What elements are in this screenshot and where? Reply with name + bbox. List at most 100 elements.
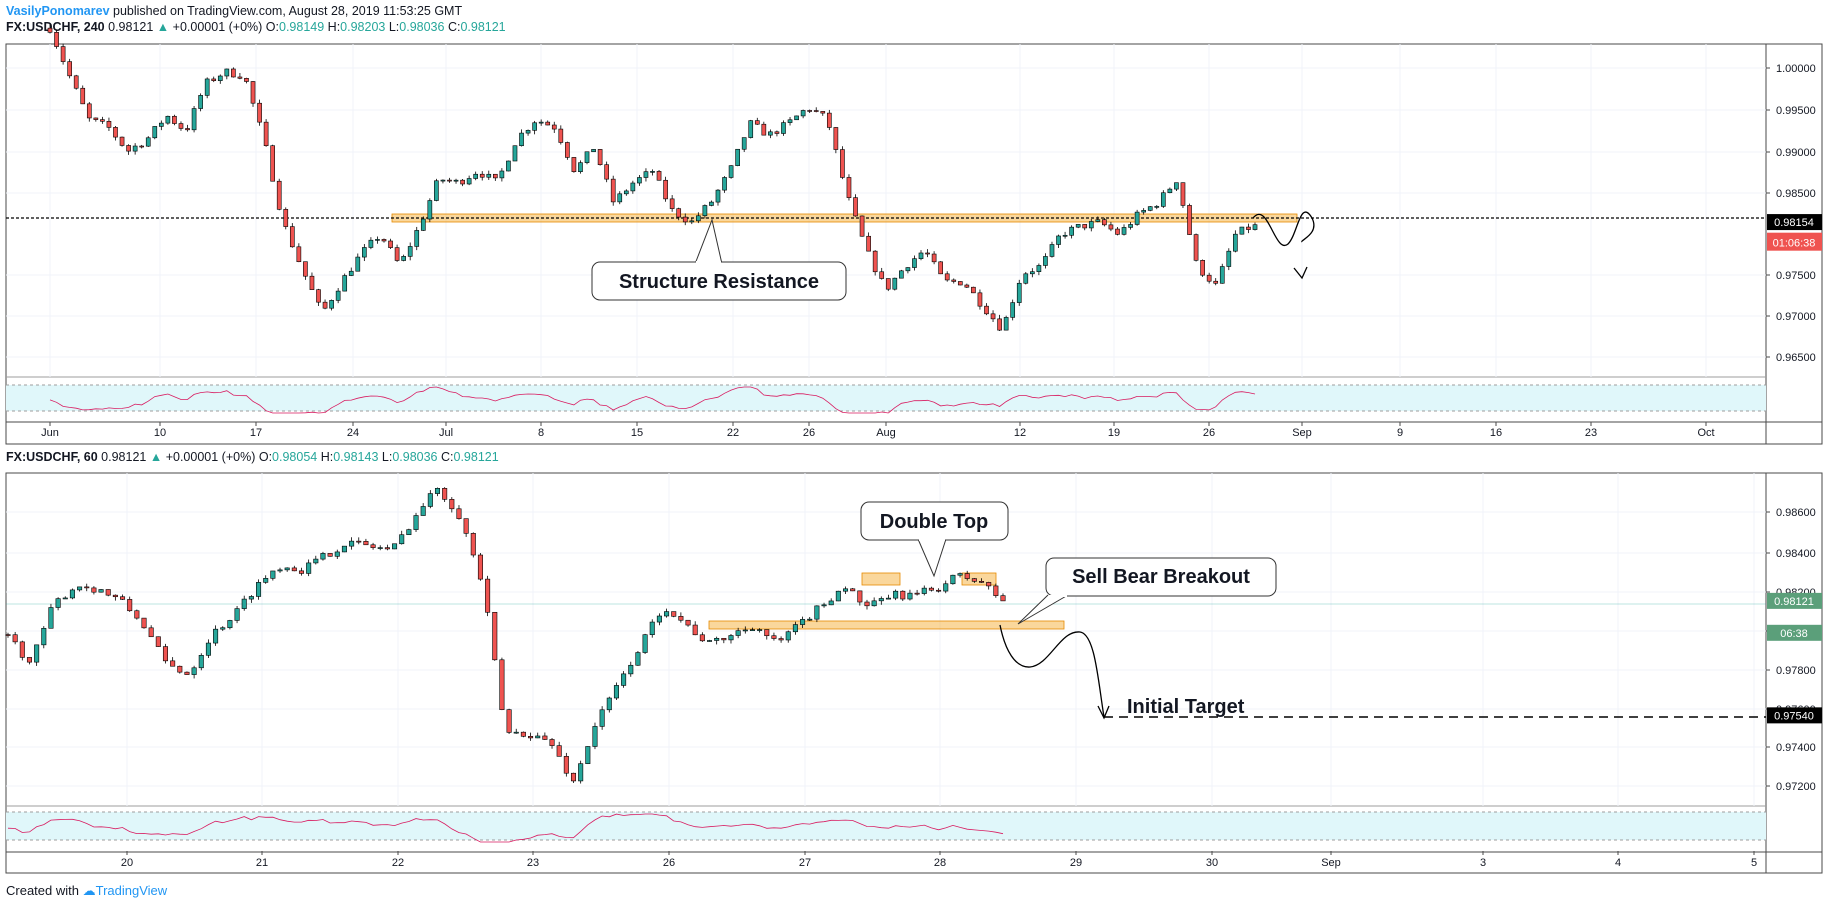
candle[interactable]	[538, 119, 544, 126]
candle[interactable]	[55, 597, 61, 611]
candle[interactable]	[656, 169, 662, 181]
candle[interactable]	[878, 596, 884, 605]
candle[interactable]	[145, 136, 151, 147]
candle[interactable]	[198, 93, 203, 112]
candle[interactable]	[617, 191, 623, 205]
candle[interactable]	[706, 639, 713, 642]
candle[interactable]	[155, 636, 161, 648]
candle[interactable]	[1206, 272, 1212, 284]
candle[interactable]	[388, 238, 393, 250]
candle[interactable]	[1010, 299, 1016, 321]
candle[interactable]	[184, 671, 190, 675]
candle[interactable]	[463, 518, 469, 537]
candle[interactable]	[84, 583, 90, 592]
candle[interactable]	[807, 109, 813, 114]
candle[interactable]	[198, 653, 204, 671]
candle[interactable]	[250, 80, 256, 107]
candle[interactable]	[628, 661, 634, 677]
candle[interactable]	[407, 242, 413, 261]
candle[interactable]	[1003, 315, 1009, 331]
candle[interactable]	[800, 109, 806, 119]
candle[interactable]	[105, 589, 111, 597]
candle[interactable]	[549, 738, 555, 749]
candle[interactable]	[479, 171, 485, 181]
candle[interactable]	[241, 595, 247, 611]
candle[interactable]	[558, 125, 564, 145]
candle[interactable]	[1062, 231, 1068, 239]
candle[interactable]	[592, 722, 598, 750]
candle[interactable]	[485, 575, 491, 617]
candle[interactable]	[355, 253, 361, 272]
breakout-zone[interactable]	[708, 620, 1065, 630]
candle[interactable]	[442, 487, 448, 502]
candle[interactable]	[363, 538, 369, 546]
candle[interactable]	[348, 267, 354, 277]
candle[interactable]	[571, 157, 577, 173]
candle[interactable]	[696, 212, 701, 224]
candle[interactable]	[785, 630, 791, 643]
candle[interactable]	[486, 170, 492, 180]
candle[interactable]	[234, 606, 240, 624]
candle[interactable]	[885, 278, 891, 292]
candle[interactable]	[1200, 259, 1205, 277]
candle[interactable]	[134, 609, 140, 620]
candle[interactable]	[26, 657, 32, 665]
candle[interactable]	[853, 194, 858, 217]
candle[interactable]	[928, 586, 934, 592]
candle[interactable]	[5, 632, 11, 638]
candle[interactable]	[113, 126, 118, 141]
candle[interactable]	[570, 772, 577, 783]
candle[interactable]	[303, 261, 308, 280]
candle[interactable]	[814, 605, 820, 623]
candle[interactable]	[520, 731, 526, 738]
candle[interactable]	[178, 121, 184, 131]
candle[interactable]	[289, 223, 295, 248]
candle[interactable]	[781, 120, 786, 136]
candle[interactable]	[224, 68, 230, 80]
candle[interactable]	[528, 732, 534, 741]
candle[interactable]	[460, 178, 465, 187]
candle[interactable]	[1102, 217, 1107, 227]
candle[interactable]	[434, 487, 441, 497]
candle[interactable]	[642, 633, 648, 654]
candle[interactable]	[327, 553, 333, 557]
candle[interactable]	[73, 74, 79, 90]
candle[interactable]	[1219, 263, 1225, 284]
author-link[interactable]: VasilyPonomarev	[6, 4, 110, 18]
candle[interactable]	[525, 129, 531, 136]
candle[interactable]	[172, 114, 177, 126]
candle[interactable]	[284, 567, 290, 572]
candle[interactable]	[401, 254, 406, 262]
candle[interactable]	[211, 76, 217, 83]
candle[interactable]	[127, 596, 133, 612]
candle[interactable]	[141, 617, 147, 629]
candle[interactable]	[256, 579, 262, 600]
candle[interactable]	[742, 626, 748, 634]
candle[interactable]	[1128, 222, 1133, 230]
candle[interactable]	[735, 148, 740, 167]
candle[interactable]	[220, 626, 226, 631]
candle[interactable]	[821, 602, 827, 608]
candle[interactable]	[244, 77, 249, 84]
candle[interactable]	[48, 603, 54, 629]
candle[interactable]	[1246, 223, 1251, 234]
candle[interactable]	[656, 613, 662, 626]
candle[interactable]	[671, 611, 677, 618]
candle[interactable]	[170, 657, 176, 667]
candle[interactable]	[276, 178, 282, 211]
candle[interactable]	[986, 581, 992, 590]
candle[interactable]	[715, 189, 721, 206]
candle[interactable]	[1023, 271, 1029, 285]
candle[interactable]	[313, 555, 319, 565]
candle[interactable]	[377, 545, 383, 551]
candle[interactable]	[67, 58, 72, 79]
candle[interactable]	[77, 586, 83, 592]
candle[interactable]	[1233, 230, 1238, 253]
candle[interactable]	[120, 594, 126, 601]
candle[interactable]	[427, 490, 433, 509]
candle[interactable]	[1187, 203, 1192, 235]
candle[interactable]	[34, 644, 40, 666]
candle[interactable]	[492, 611, 498, 661]
candle[interactable]	[951, 278, 957, 284]
candle[interactable]	[298, 567, 305, 576]
